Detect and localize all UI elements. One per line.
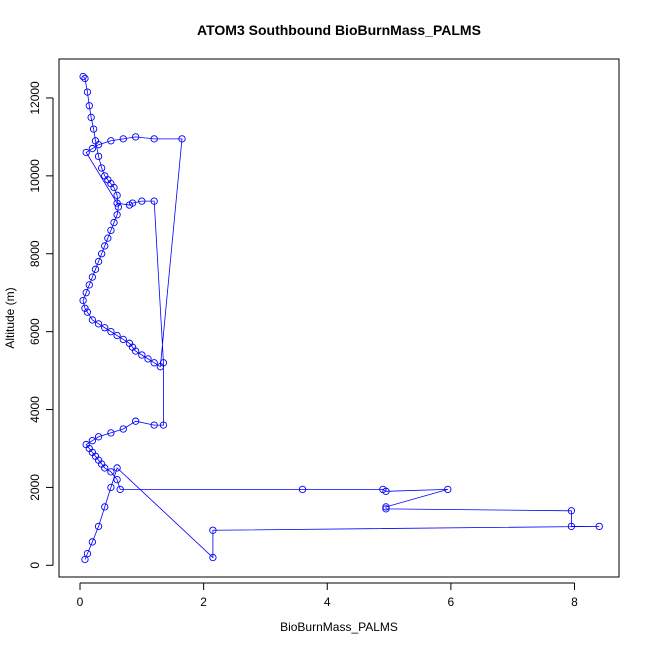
- data-point: [97, 250, 106, 258]
- data-point: [114, 203, 122, 211]
- series-line: [82, 76, 600, 560]
- data-point: [82, 289, 90, 297]
- x-axis-label: BioBurnMass_PALMS: [280, 620, 398, 634]
- data-point: [107, 226, 115, 235]
- data-point: [83, 88, 92, 96]
- data-point: [85, 102, 93, 110]
- data-point: [567, 507, 576, 515]
- data-point: [81, 555, 89, 564]
- data-point: [113, 475, 121, 484]
- plot-frame: [58, 58, 620, 578]
- y-tick-label: 12000: [28, 81, 42, 115]
- data-point: [131, 417, 140, 425]
- data-point: [209, 553, 217, 562]
- data-point: [94, 522, 103, 531]
- y-tick-label: 0: [28, 562, 42, 569]
- data-point: [119, 335, 127, 344]
- data-point: [88, 538, 97, 546]
- data-point: [101, 242, 109, 250]
- chart-title: ATOM3 Southbound BioBurnMass_PALMS: [197, 22, 481, 38]
- data-point: [89, 125, 98, 133]
- data-point: [113, 191, 121, 199]
- data-point: [595, 522, 603, 531]
- data-point: [94, 257, 103, 266]
- data-point: [382, 505, 390, 513]
- x-tick-label: 8: [571, 595, 578, 609]
- data-point: [104, 234, 112, 242]
- data-point: [107, 429, 115, 437]
- y-tick-label: 8000: [28, 240, 42, 267]
- data-point: [79, 72, 87, 81]
- y-tick-label: 10000: [28, 159, 42, 193]
- data-point: [101, 464, 109, 472]
- data-point: [101, 324, 109, 332]
- data-point: [101, 503, 109, 511]
- data-point: [567, 522, 576, 531]
- data-point: [88, 316, 97, 324]
- data-point: [110, 183, 118, 192]
- data-point: [113, 464, 121, 472]
- data-point: [88, 437, 97, 445]
- data-point: [116, 485, 124, 494]
- x-tick-label: 2: [200, 595, 207, 609]
- data-point: [159, 421, 168, 429]
- data-point: [113, 199, 121, 207]
- data-point: [94, 141, 103, 149]
- data-point: [150, 197, 158, 205]
- data-point: [94, 433, 103, 441]
- data-point: [97, 164, 106, 172]
- data-point: [131, 133, 140, 141]
- x-tick-label: 0: [77, 595, 84, 609]
- data-point: [178, 135, 186, 143]
- data-point: [94, 152, 103, 161]
- data-point: [79, 296, 87, 305]
- data-point: [83, 308, 92, 316]
- data-point: [131, 347, 140, 355]
- y-axis-label: Altitude (m): [3, 287, 17, 348]
- data-point: [91, 265, 100, 273]
- data-point: [144, 355, 152, 363]
- data-point: [107, 327, 115, 336]
- data-point: [87, 113, 95, 122]
- y-tick-label: 4000: [28, 396, 42, 423]
- x-tick-label: 6: [448, 595, 455, 609]
- y-tick-label: 6000: [28, 318, 42, 345]
- data-point: [88, 144, 97, 153]
- data-point: [150, 359, 158, 367]
- data-point: [94, 320, 103, 328]
- data-point: [128, 199, 137, 207]
- data-point: [444, 485, 452, 494]
- data-point: [85, 281, 93, 289]
- data-point: [150, 421, 158, 429]
- series-layer: [79, 72, 603, 564]
- data-point: [110, 218, 118, 227]
- data-point: [88, 273, 97, 281]
- data-point: [81, 304, 89, 312]
- y-tick-label: 2000: [28, 474, 42, 501]
- x-tick-label: 4: [324, 595, 331, 609]
- axes-layer: 0 2 4 6 8 0 2000 4000 6000 8000 10000 12000: [28, 81, 578, 609]
- data-point: [107, 468, 115, 476]
- data-point: [119, 135, 127, 143]
- data-point: [82, 148, 90, 157]
- data-point: [150, 135, 158, 143]
- data-point: [382, 503, 390, 511]
- data-point: [138, 197, 146, 205]
- data-point: [119, 425, 127, 433]
- data-point: [81, 74, 89, 83]
- data-point: [138, 351, 146, 359]
- data-point: [298, 485, 307, 494]
- data-point: [382, 487, 390, 495]
- data-point: [113, 211, 121, 219]
- data-point: [209, 526, 217, 534]
- data-point: [113, 331, 121, 340]
- data-point: [107, 137, 115, 145]
- data-point: [159, 359, 168, 367]
- data-point: [107, 483, 115, 492]
